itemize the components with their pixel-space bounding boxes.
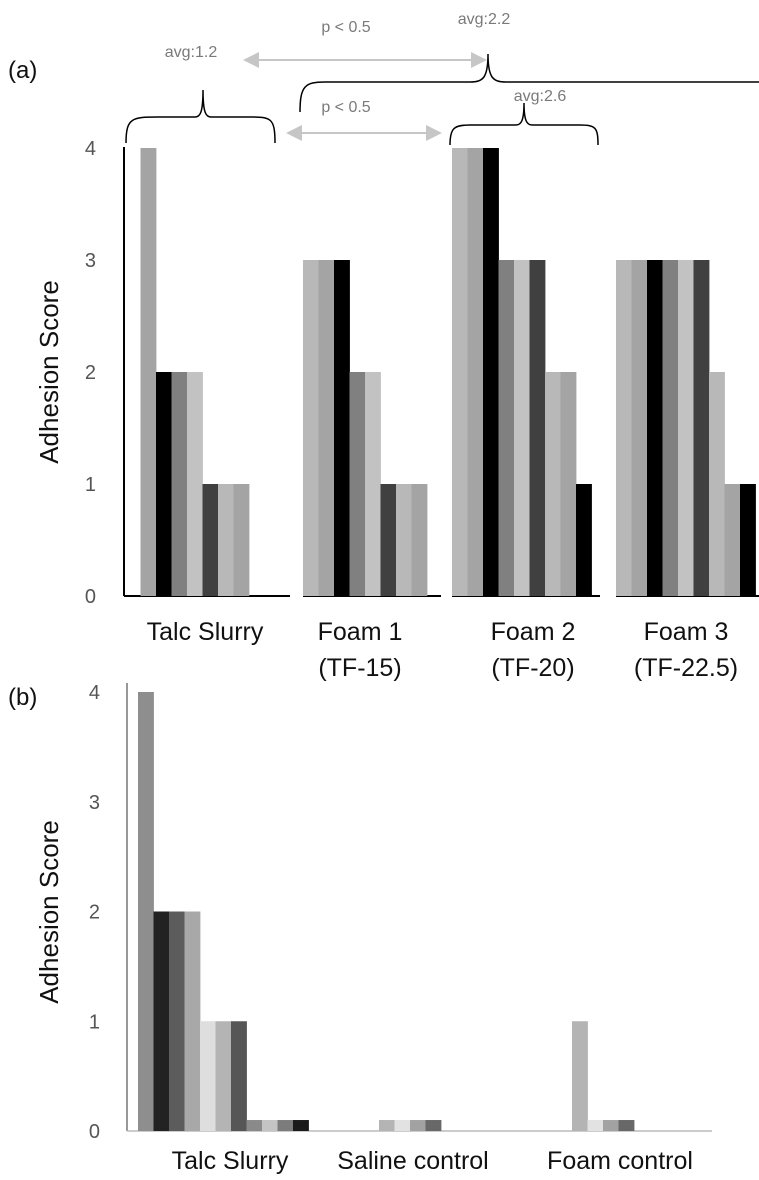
y-tick-label: 3 — [89, 792, 100, 814]
bar — [410, 1120, 426, 1131]
bar — [233, 484, 250, 596]
avg-foam2: avg:2.6 — [514, 88, 567, 105]
bar — [277, 1120, 294, 1131]
panel-a-annotations: p < 0.5 p < 0.5 avg:1.2 avg:2.2 avg:2.6 — [125, 11, 759, 146]
bar — [616, 260, 632, 596]
y-tick-label: 0 — [85, 586, 96, 608]
bar — [452, 148, 468, 596]
y-tick-label: 0 — [89, 1121, 100, 1143]
bar — [184, 911, 201, 1131]
y-tick-label: 1 — [89, 1011, 100, 1033]
bar — [156, 372, 172, 596]
bar — [218, 484, 234, 596]
bar — [425, 1120, 442, 1131]
bar — [169, 911, 185, 1131]
bar — [618, 1120, 635, 1131]
y-tick-label: 2 — [89, 902, 100, 924]
panel-b-bars — [138, 692, 635, 1131]
panel-b: (b) Adhesion Score 0 1 2 3 4 Talc Slurry Sali… — [8, 682, 712, 1175]
bar — [662, 260, 679, 596]
p-value-top: p < 0.5 — [321, 19, 370, 36]
bar — [498, 260, 515, 596]
bar — [187, 372, 203, 596]
bar — [560, 372, 577, 596]
bar — [140, 148, 157, 596]
bar — [349, 372, 366, 596]
category-label: Talc Slurry — [147, 618, 264, 646]
bar — [215, 1021, 232, 1131]
y-tick-label: 4 — [85, 138, 96, 160]
panel-a-ylabel: Adhesion Score — [34, 280, 64, 464]
bar — [303, 260, 319, 596]
panel-b-yticks: 0 1 2 3 4 — [89, 682, 100, 1143]
y-tick-label: 3 — [85, 250, 96, 272]
bar — [514, 260, 530, 596]
bar — [631, 260, 648, 596]
bar — [318, 260, 335, 596]
bracket-foams — [299, 53, 759, 113]
bar — [334, 260, 350, 596]
bar — [411, 484, 428, 596]
bar — [545, 372, 561, 596]
bar — [202, 484, 219, 596]
bar — [693, 260, 710, 596]
y-tick-label: 2 — [85, 362, 96, 384]
bar — [709, 372, 725, 596]
panel-a: (a) p < 0.5 p < 0.5 avg:1.2 avg:2.2 avg:… — [8, 11, 759, 682]
bar — [467, 148, 484, 596]
panel-b-category-labels: Talc Slurry Saline control Foam control — [172, 1147, 693, 1175]
p-value-bottom: p < 0.5 — [321, 99, 370, 116]
y-tick-label: 1 — [85, 474, 96, 496]
bar — [396, 484, 412, 596]
bar — [200, 1021, 216, 1131]
bar — [483, 148, 499, 596]
panel-a-label: (a) — [8, 57, 37, 84]
bar — [293, 1120, 309, 1131]
category-label: Foam control — [547, 1147, 693, 1175]
bar — [678, 260, 694, 596]
y-tick-label: 4 — [89, 682, 100, 704]
bar — [576, 484, 592, 596]
category-label: Foam 2 — [491, 618, 576, 646]
category-label: (TF-15) — [318, 654, 401, 682]
category-label: Foam 3 — [644, 618, 729, 646]
panel-b-ylabel: Adhesion Score — [34, 820, 64, 1004]
bar — [138, 692, 154, 1131]
category-label: (TF-20) — [491, 654, 574, 682]
bar — [379, 1120, 395, 1131]
bar — [246, 1120, 263, 1131]
bracket-foam2 — [449, 102, 599, 146]
bar — [380, 484, 397, 596]
bar — [529, 260, 546, 596]
bar — [724, 484, 741, 596]
avg-talc: avg:1.2 — [165, 44, 218, 61]
avg-foams: avg:2.2 — [458, 11, 511, 28]
category-label: (TF-22.5) — [634, 654, 738, 682]
bar — [394, 1120, 411, 1131]
category-label: Talc Slurry — [172, 1147, 289, 1175]
bar — [262, 1120, 278, 1131]
bar — [740, 484, 756, 596]
bar — [647, 260, 663, 596]
panel-a-bars — [140, 148, 756, 596]
bar — [153, 911, 170, 1131]
bar — [603, 1120, 619, 1131]
bar — [231, 1021, 247, 1131]
bracket-talc — [125, 89, 276, 144]
bar — [572, 1021, 588, 1131]
panel-b-label: (b) — [8, 684, 37, 711]
category-label: Foam 1 — [318, 618, 403, 646]
bar — [171, 372, 188, 596]
bar — [587, 1120, 604, 1131]
panel-a-yticks: 0 1 2 3 4 — [85, 138, 96, 608]
panel-a-category-labels: Talc Slurry Foam 1 (TF-15) Foam 2 (TF-20) Foa… — [147, 618, 738, 682]
bar — [365, 372, 381, 596]
category-label: Saline control — [337, 1147, 488, 1175]
